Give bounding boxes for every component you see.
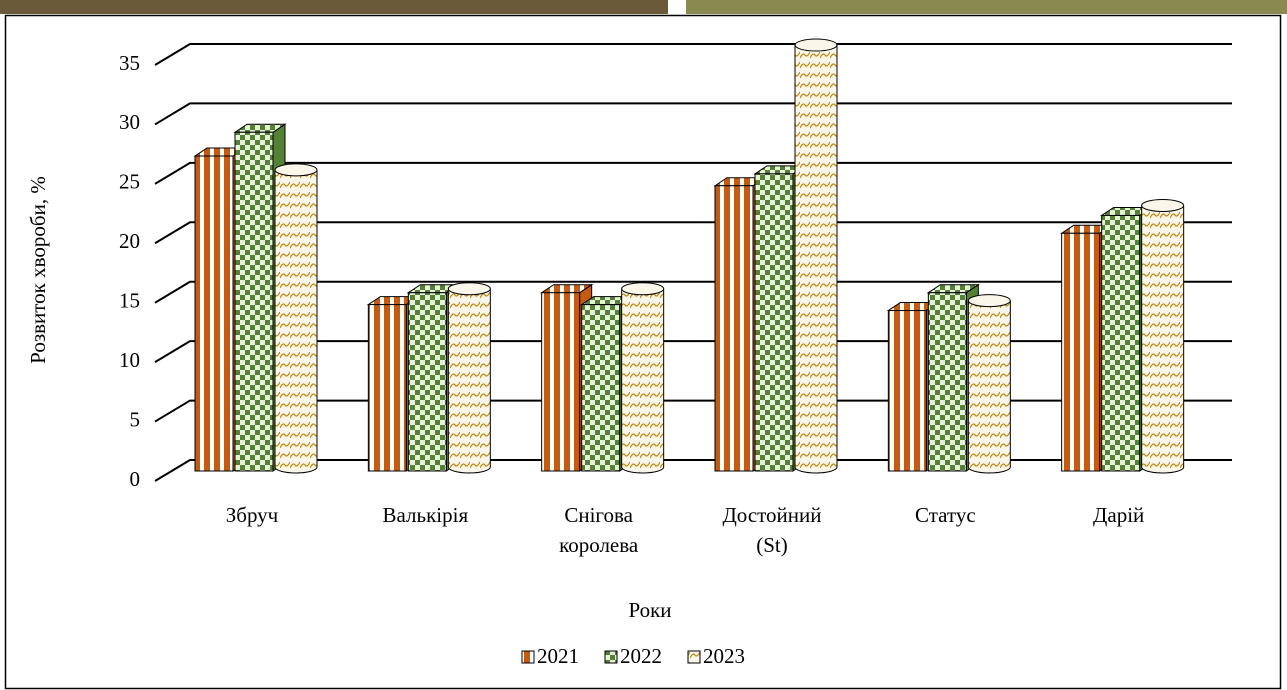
- cylinder-top: [275, 164, 317, 176]
- y-tick-label: 0: [130, 467, 141, 491]
- bar: [715, 186, 753, 471]
- bar: [795, 45, 837, 467]
- y-tick-label: 25: [119, 170, 140, 194]
- y-tick-label: 20: [119, 229, 140, 253]
- legend-swatch: [522, 651, 534, 663]
- cylinder-top: [1142, 200, 1184, 212]
- cylinder-top: [968, 295, 1010, 307]
- y-tick-label: 30: [119, 110, 140, 134]
- bar: [622, 289, 664, 467]
- y-tick-label: 5: [130, 407, 141, 431]
- cylinder-top: [622, 283, 664, 295]
- bar: [235, 132, 273, 471]
- bar: [928, 293, 966, 471]
- photo-strip: [0, 0, 668, 14]
- x-tick-label: Статус: [915, 503, 976, 527]
- bar: [275, 170, 317, 467]
- bar: [448, 289, 490, 467]
- bar: [1142, 206, 1184, 467]
- bar: [1062, 233, 1100, 471]
- y-tick-label: 10: [119, 348, 140, 372]
- cylinder-top: [448, 283, 490, 295]
- bar: [582, 305, 620, 471]
- bar: [408, 293, 446, 471]
- y-axis-label: Розвиток хвороби, %: [26, 176, 50, 364]
- y-tick-label: 35: [119, 51, 140, 75]
- cylinder-top: [795, 39, 837, 51]
- bar: [888, 311, 926, 471]
- bar: [755, 174, 793, 471]
- bar: [968, 301, 1010, 467]
- legend-label: 2021: [537, 644, 579, 668]
- y-tick-label: 15: [119, 289, 140, 313]
- legend-swatch: [688, 651, 700, 663]
- bar: [368, 305, 406, 471]
- legend-label: 2022: [620, 644, 662, 668]
- x-tick-label: Валькірія: [383, 503, 469, 527]
- legend-swatch: [605, 651, 617, 663]
- x-tick-label: Дарій: [1093, 503, 1144, 527]
- legend-label: 2023: [703, 644, 745, 668]
- photo-strip: [686, 0, 1287, 14]
- legend-title: Роки: [628, 598, 671, 622]
- bar: [195, 156, 233, 471]
- bar: [1102, 215, 1140, 471]
- x-tick-label: Збруч: [226, 503, 279, 527]
- chart: Розвиток хвороби, % Роки 0 5 10 15 20 25 30 35 З…: [0, 0, 1287, 690]
- bar: [542, 293, 580, 471]
